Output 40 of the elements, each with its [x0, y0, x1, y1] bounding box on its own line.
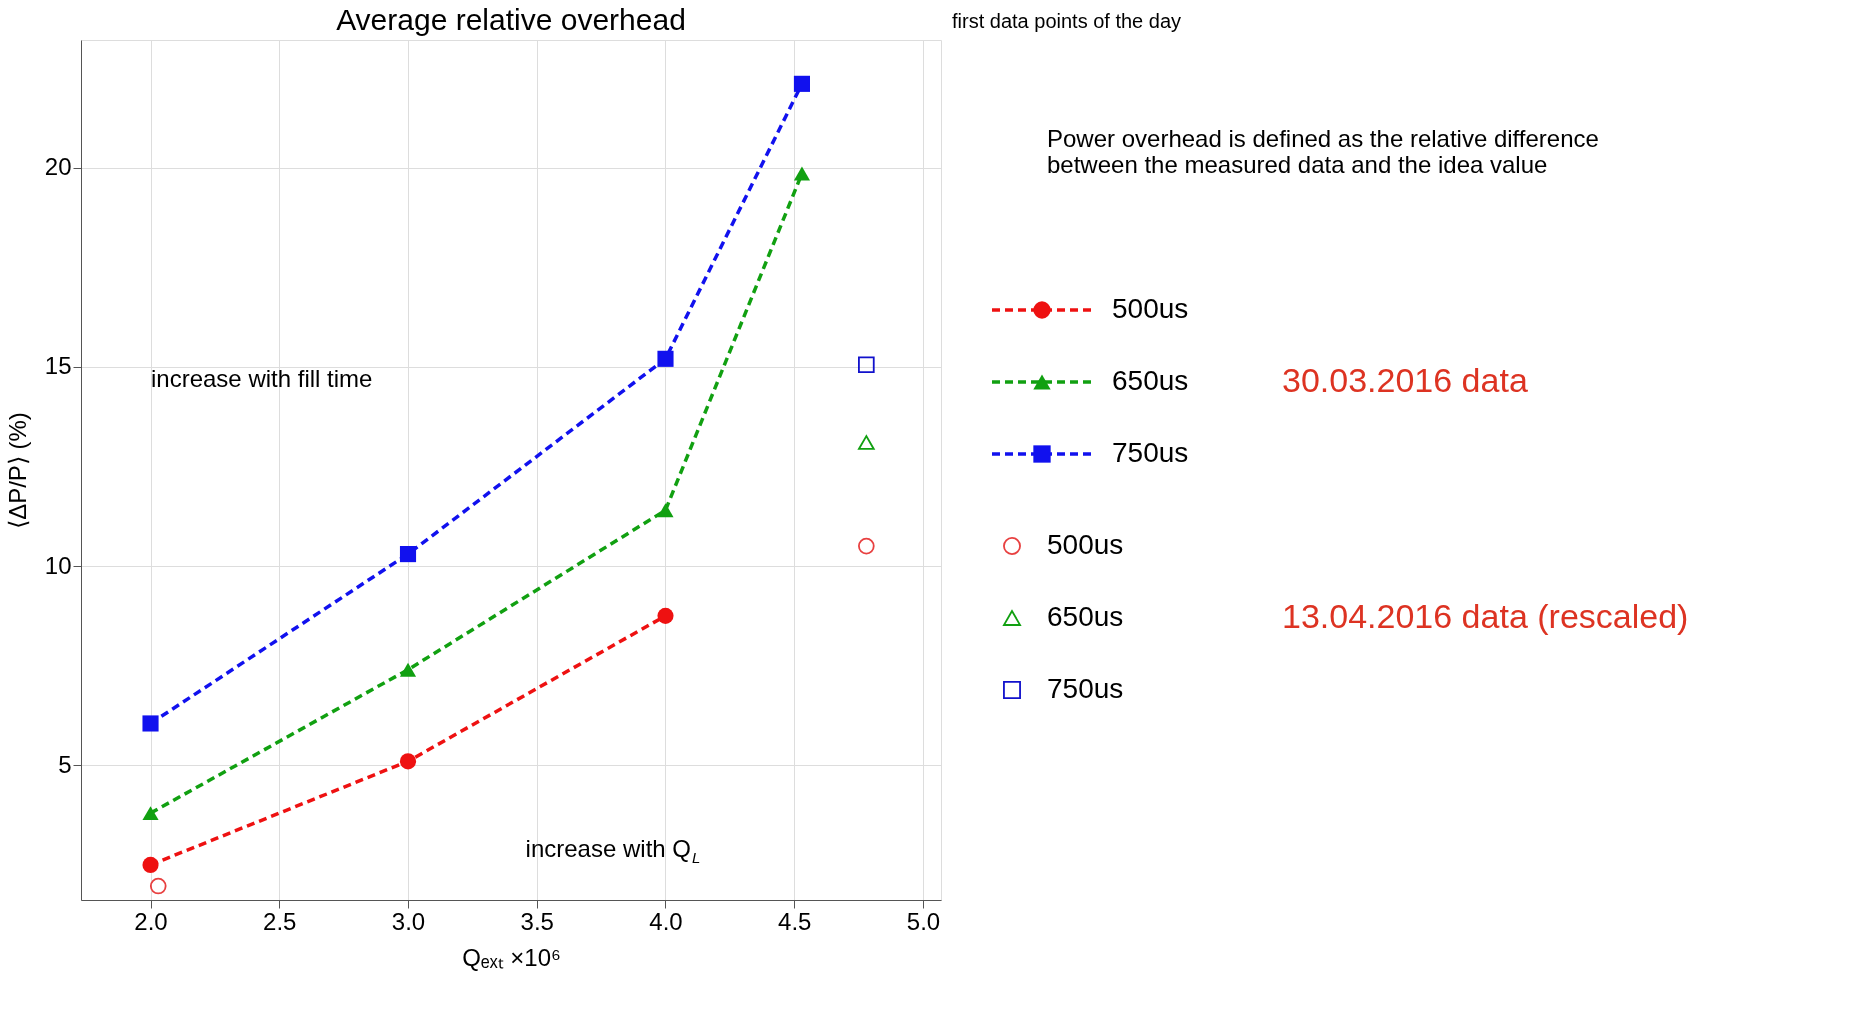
y-axis-title: ⟨ΔP/P⟩ (%)	[3, 412, 31, 529]
point	[142, 715, 159, 732]
y-tick-label: 5	[58, 750, 72, 778]
point	[149, 877, 167, 895]
legend-label: 500us	[1112, 293, 1189, 324]
x-tick-label: 2.0	[134, 907, 168, 935]
point	[657, 503, 674, 518]
x-tick-label: 3.0	[391, 907, 426, 935]
x-tick-label: 5.0	[906, 907, 941, 935]
point	[858, 435, 875, 450]
x-axis-title: Qₑₓₜ ×10⁶	[462, 943, 561, 971]
point	[858, 537, 875, 555]
y-tick-label: 15	[44, 352, 72, 380]
legend-label: 650us	[1112, 365, 1189, 396]
point	[657, 607, 674, 624]
legend-label: 650us	[1047, 601, 1124, 632]
x-tick-label: 4.0	[649, 907, 683, 935]
legend-label: 500us	[1047, 529, 1124, 560]
legend-label: 750us	[1047, 673, 1124, 704]
x-tick-label: 3.5	[520, 907, 554, 935]
point	[858, 356, 875, 374]
point	[657, 350, 674, 367]
annotation: increase with fill time	[151, 365, 373, 392]
y-tick-label: 10	[44, 551, 72, 579]
point	[793, 166, 811, 181]
y-tick-label: 20	[44, 153, 72, 181]
x-tick-label: 2.5	[263, 907, 297, 935]
text: Power overhead is defined as the relative difference between the measured data and the idea value	[1047, 125, 1599, 178]
chart-title: Average relative overhead	[336, 3, 686, 36]
x-tick-label: 4.5	[778, 907, 812, 935]
point	[399, 753, 417, 770]
point	[142, 856, 159, 873]
text: 13.04.2016 data (rescaled)	[1282, 597, 1689, 635]
point	[793, 75, 811, 92]
point	[399, 662, 417, 677]
point	[399, 546, 417, 563]
point	[142, 806, 159, 821]
text: 30.03.2016 data	[1282, 361, 1528, 399]
text: first data points of the day	[952, 10, 1182, 32]
legend-label: 750us	[1112, 437, 1189, 468]
